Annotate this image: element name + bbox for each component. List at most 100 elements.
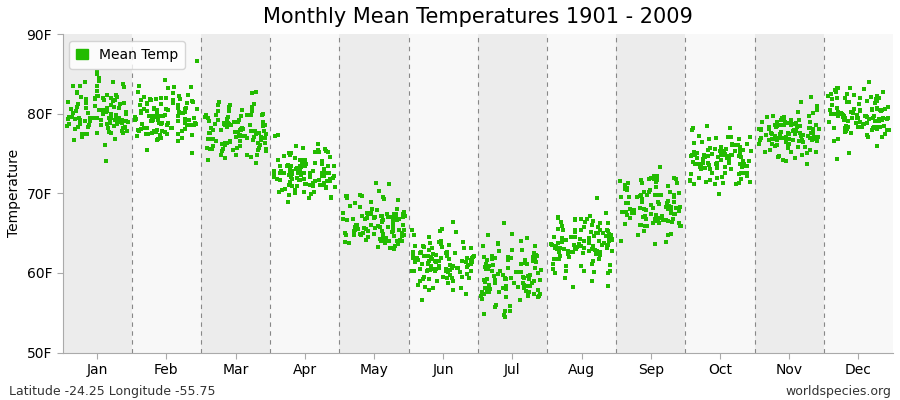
- Point: [682, 178, 697, 184]
- Point: [825, 102, 840, 109]
- Point: [743, 134, 758, 140]
- Point: [348, 200, 363, 206]
- Point: [868, 118, 882, 124]
- Point: [563, 234, 578, 240]
- Point: [296, 189, 310, 195]
- Point: [161, 120, 176, 126]
- Point: [592, 226, 607, 233]
- Point: [405, 268, 419, 274]
- Point: [562, 248, 576, 254]
- Point: [383, 245, 398, 252]
- Point: [637, 213, 652, 220]
- Point: [436, 274, 451, 280]
- Point: [717, 152, 732, 158]
- Point: [742, 178, 757, 185]
- Point: [740, 170, 754, 177]
- Point: [600, 245, 615, 252]
- Point: [368, 179, 382, 186]
- Point: [782, 141, 796, 147]
- Point: [153, 131, 167, 138]
- Point: [231, 132, 246, 139]
- Point: [605, 237, 619, 244]
- Point: [388, 212, 402, 219]
- Point: [208, 121, 222, 128]
- Point: [70, 104, 85, 110]
- Point: [623, 215, 637, 222]
- Point: [787, 127, 801, 134]
- Point: [652, 220, 667, 226]
- Point: [799, 160, 814, 167]
- Point: [800, 150, 814, 156]
- Point: [859, 113, 873, 119]
- Point: [307, 188, 321, 195]
- Point: [842, 99, 856, 106]
- Point: [288, 190, 302, 197]
- Point: [374, 213, 389, 220]
- Bar: [754, 34, 824, 353]
- Point: [794, 99, 808, 105]
- Point: [651, 192, 665, 198]
- Point: [235, 125, 249, 132]
- Point: [686, 159, 700, 165]
- Point: [598, 209, 613, 216]
- Point: [687, 181, 701, 188]
- Point: [549, 246, 563, 252]
- Point: [840, 99, 854, 105]
- Point: [736, 158, 751, 165]
- Point: [694, 166, 708, 173]
- Point: [487, 280, 501, 286]
- Point: [728, 181, 742, 188]
- Point: [70, 124, 85, 130]
- Point: [640, 192, 654, 198]
- Point: [382, 224, 396, 230]
- Point: [580, 216, 594, 222]
- Point: [155, 128, 169, 134]
- Point: [484, 256, 499, 262]
- Point: [273, 163, 287, 170]
- Point: [664, 231, 679, 238]
- Point: [387, 233, 401, 240]
- Point: [864, 94, 878, 100]
- Point: [214, 152, 229, 158]
- Point: [248, 160, 263, 166]
- Point: [178, 109, 193, 115]
- Point: [576, 250, 590, 256]
- Point: [146, 117, 160, 123]
- Point: [841, 118, 855, 124]
- Point: [768, 122, 782, 128]
- Point: [734, 154, 748, 160]
- Point: [709, 162, 724, 169]
- Point: [397, 227, 411, 234]
- Point: [653, 192, 668, 198]
- Point: [546, 261, 561, 267]
- Point: [464, 261, 478, 267]
- Point: [667, 210, 681, 217]
- Point: [277, 152, 292, 159]
- Point: [844, 130, 859, 136]
- Point: [187, 122, 202, 129]
- Point: [417, 274, 431, 280]
- Point: [519, 261, 534, 267]
- Point: [421, 234, 436, 240]
- Point: [230, 144, 245, 151]
- Point: [567, 241, 581, 248]
- Point: [137, 125, 151, 132]
- Point: [665, 219, 680, 225]
- Point: [880, 114, 895, 121]
- Point: [796, 139, 810, 145]
- Point: [620, 212, 634, 219]
- Point: [878, 122, 892, 129]
- Point: [588, 269, 602, 275]
- Point: [835, 114, 850, 120]
- Point: [779, 139, 794, 145]
- Point: [233, 138, 248, 144]
- Point: [109, 92, 123, 98]
- Point: [649, 179, 663, 185]
- Point: [328, 163, 342, 169]
- Point: [292, 177, 307, 184]
- Point: [685, 125, 699, 132]
- Point: [222, 102, 237, 108]
- Point: [115, 125, 130, 131]
- Point: [78, 118, 93, 124]
- Point: [477, 290, 491, 297]
